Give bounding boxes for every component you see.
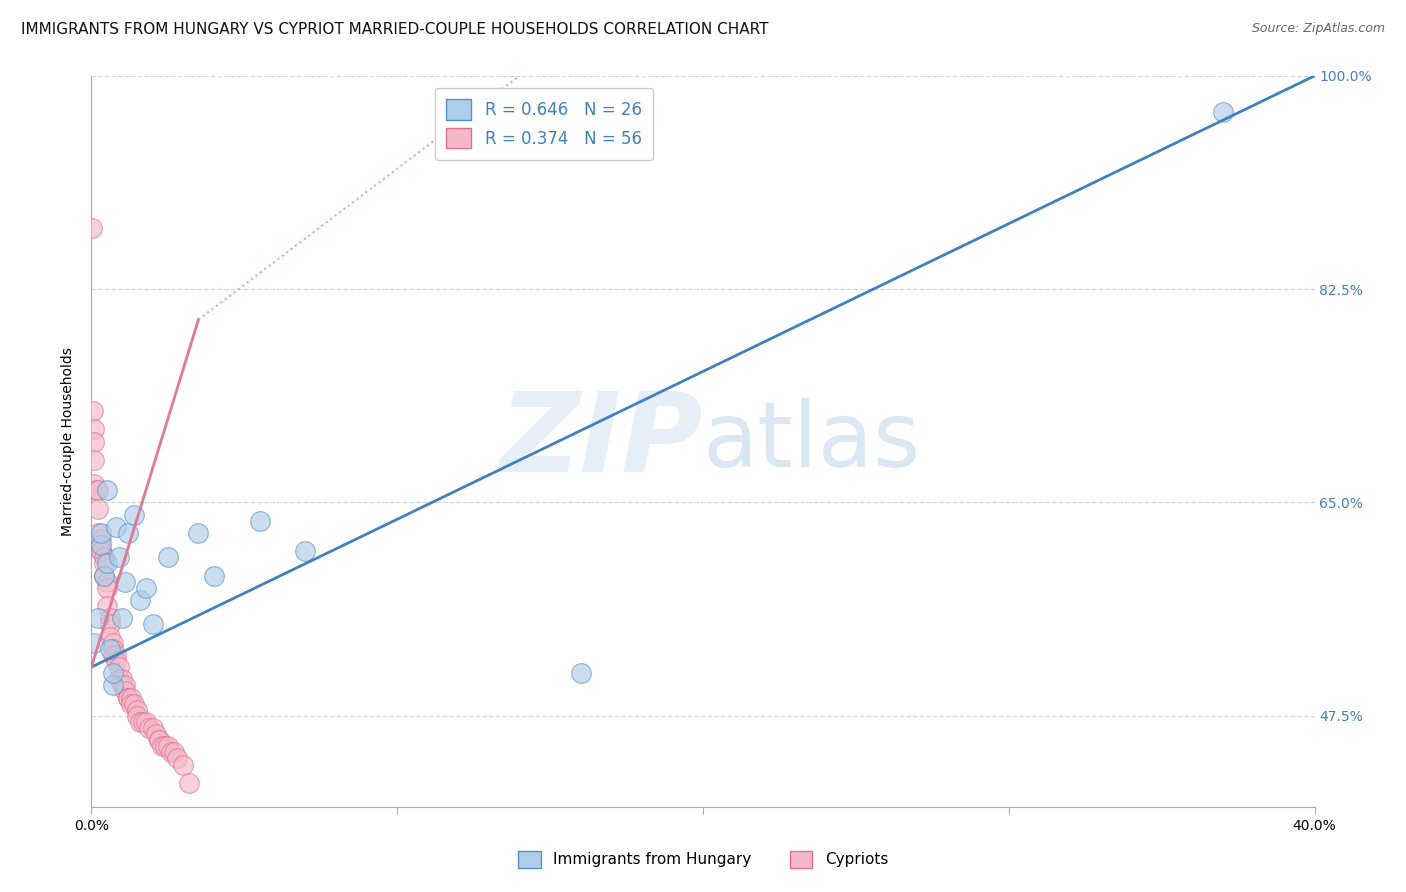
Point	[83, 452, 105, 467]
Point	[122, 697, 145, 711]
Point	[249, 514, 271, 528]
Point	[111, 611, 134, 625]
Point	[153, 739, 176, 754]
Point	[83, 422, 105, 436]
Point	[83, 434, 105, 449]
Point	[90, 538, 112, 552]
Point	[127, 708, 149, 723]
Point	[96, 557, 118, 571]
Point	[96, 483, 118, 498]
Legend: R = 0.646   N = 26, R = 0.374   N = 56: R = 0.646 N = 26, R = 0.374 N = 56	[434, 87, 654, 161]
Point	[101, 641, 124, 656]
Text: atlas: atlas	[703, 398, 921, 485]
Point	[111, 673, 134, 687]
Point	[166, 751, 188, 765]
Point	[98, 641, 121, 656]
Point	[135, 714, 157, 729]
Point	[98, 630, 121, 644]
Point	[179, 776, 201, 790]
Point	[101, 648, 124, 662]
Point	[83, 477, 105, 491]
Point	[569, 666, 592, 681]
Point	[138, 721, 160, 735]
Point	[84, 483, 107, 498]
Text: IMMIGRANTS FROM HUNGARY VS CYPRIOT MARRIED-COUPLE HOUSEHOLDS CORRELATION CHART: IMMIGRANTS FROM HUNGARY VS CYPRIOT MARRI…	[21, 22, 769, 37]
Point	[148, 733, 170, 747]
Point	[172, 757, 194, 772]
Point	[104, 520, 127, 534]
Y-axis label: Married-couple Households: Married-couple Households	[62, 347, 76, 536]
Point	[93, 568, 115, 582]
Point	[148, 733, 170, 747]
Point	[93, 568, 115, 582]
Point	[129, 593, 152, 607]
Point	[117, 690, 139, 705]
Point	[120, 690, 142, 705]
Point	[114, 574, 136, 589]
Point	[156, 550, 179, 565]
Point	[86, 526, 108, 541]
Point	[90, 544, 112, 558]
Point	[82, 221, 104, 235]
Point	[83, 635, 105, 649]
Point	[117, 526, 139, 541]
Point	[187, 526, 209, 541]
Point	[82, 404, 104, 418]
Point	[96, 581, 118, 595]
Point	[90, 532, 112, 546]
Point	[117, 690, 139, 705]
Point	[160, 746, 183, 760]
Point	[202, 568, 225, 582]
Point	[145, 727, 167, 741]
Point	[108, 660, 131, 674]
Point	[104, 648, 127, 662]
Point	[86, 611, 108, 625]
Point	[101, 666, 124, 681]
Point	[90, 544, 112, 558]
Point	[135, 581, 157, 595]
Point	[93, 557, 115, 571]
Text: Source: ZipAtlas.com: Source: ZipAtlas.com	[1251, 22, 1385, 36]
Point	[122, 508, 145, 522]
Point	[108, 550, 131, 565]
Point	[96, 599, 118, 614]
Point	[114, 684, 136, 698]
Point	[129, 714, 152, 729]
Point	[101, 678, 124, 692]
Point	[132, 714, 155, 729]
Point	[1212, 105, 1234, 120]
Legend: Immigrants from Hungary, Cypriots: Immigrants from Hungary, Cypriots	[512, 845, 894, 873]
Text: ZIP: ZIP	[499, 388, 703, 495]
Point	[294, 544, 316, 558]
Point	[96, 574, 118, 589]
Point	[114, 678, 136, 692]
Point	[156, 739, 179, 754]
Point	[93, 550, 115, 565]
Point	[120, 697, 142, 711]
Point	[150, 739, 173, 754]
Point	[86, 483, 108, 498]
Point	[141, 617, 163, 632]
Point	[98, 611, 121, 625]
Point	[90, 526, 112, 541]
Point	[141, 721, 163, 735]
Point	[86, 501, 108, 516]
Point	[101, 635, 124, 649]
Point	[127, 703, 149, 717]
Point	[111, 678, 134, 692]
Point	[104, 654, 127, 668]
Point	[163, 746, 186, 760]
Point	[98, 617, 121, 632]
Point	[108, 673, 131, 687]
